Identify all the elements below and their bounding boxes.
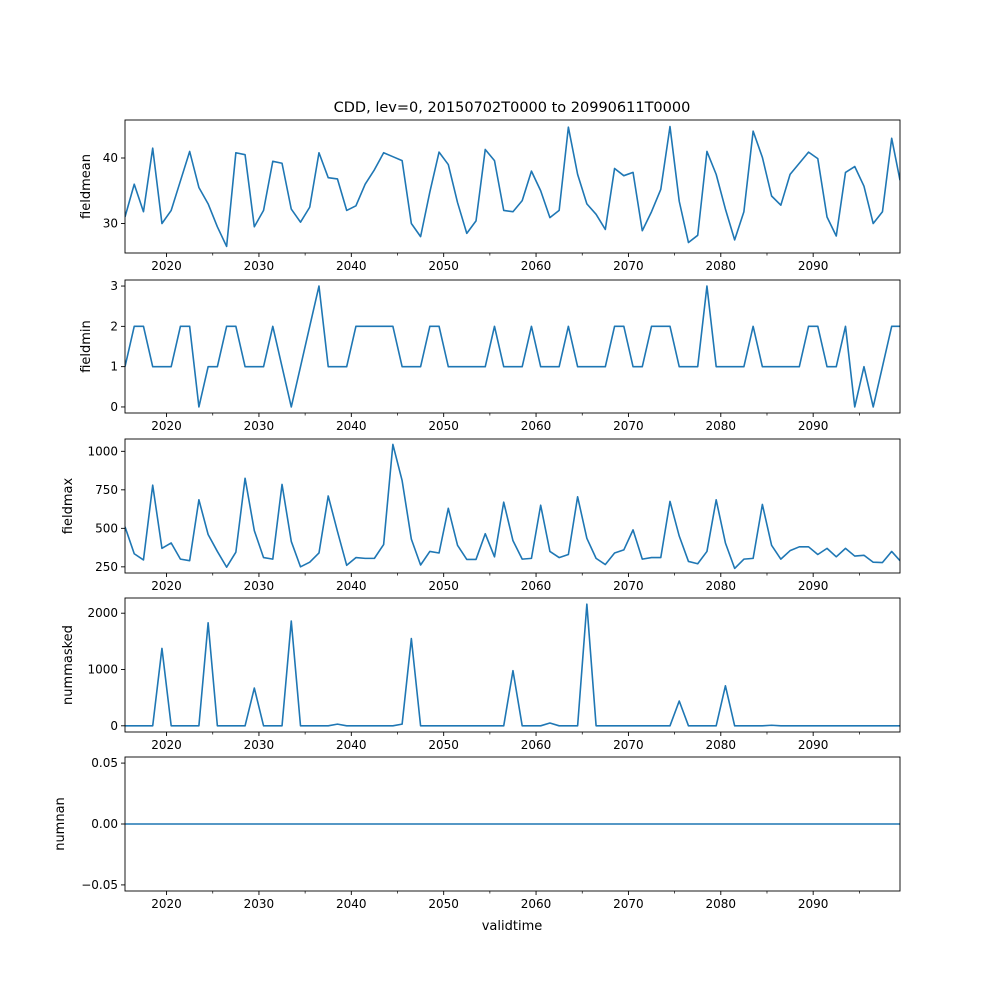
- x-tick-label: 2080: [706, 419, 737, 433]
- y-tick-label: 0: [110, 400, 118, 414]
- axes-frame: [124, 597, 901, 733]
- x-tick-label: 2070: [613, 897, 644, 911]
- axes-frame: [124, 438, 901, 574]
- y-tick-label: 40: [103, 151, 118, 165]
- x-tick-label: 2060: [521, 738, 552, 752]
- y-tick-label: 1: [110, 360, 118, 374]
- y-axis-label: nummasked: [61, 625, 76, 705]
- panel-nummasked: 0 1000 2000 2020 2030 2040 2050 2060 2070 2080 209…: [61, 597, 901, 752]
- axes-frame: [124, 119, 901, 254]
- x-tick-label: 2020: [151, 259, 182, 273]
- y-axis-label: fieldmean: [79, 154, 94, 219]
- x-tick-label: 2090: [798, 738, 829, 752]
- y-tick-label: 3: [110, 279, 118, 293]
- x-tick-label: 2020: [151, 419, 182, 433]
- x-tick-label: 2040: [336, 579, 367, 593]
- x-tick-label: 2080: [706, 738, 737, 752]
- x-tick-label: 2040: [336, 259, 367, 273]
- x-tick-label: 2030: [244, 419, 275, 433]
- y-tick-label: 0.05: [91, 756, 118, 770]
- x-tick-label: 2050: [428, 738, 459, 752]
- y-tick-label: 1000: [87, 444, 118, 458]
- x-tick-label: 2030: [244, 579, 275, 593]
- chart-title: CDD, lev=0, 20150702T0000 to 20990611T00…: [334, 100, 691, 116]
- series-line-fieldmin: [125, 285, 900, 408]
- x-tick-label: 2090: [798, 259, 829, 273]
- y-tick-label: 250: [95, 560, 118, 574]
- y-tick-label: 2: [110, 319, 118, 333]
- series-line-fieldmax: [125, 443, 900, 570]
- x-tick-label: 2070: [613, 579, 644, 593]
- x-tick-label: 2070: [613, 419, 644, 433]
- x-tick-label: 2040: [336, 738, 367, 752]
- y-axis-label: fieldmin: [79, 320, 94, 373]
- x-tick-label: 2030: [244, 738, 275, 752]
- x-tick-label: 2050: [428, 259, 459, 273]
- x-tick-label: 2050: [428, 579, 459, 593]
- panel-fieldmean: 30 40 2020 2030 2040 2050 2060 2070 2080 2090 fiel…: [79, 119, 901, 273]
- x-tick-label: 2050: [428, 419, 459, 433]
- x-tick-label: 2080: [706, 897, 737, 911]
- x-tick-label: 2050: [428, 897, 459, 911]
- x-tick-label: 2020: [151, 738, 182, 752]
- x-tick-label: 2070: [613, 738, 644, 752]
- panel-fieldmax: 250 500 750 1000 2020 2030 2040 2050 2060 2070 208…: [61, 438, 901, 593]
- y-tick-label: 0.00: [91, 817, 118, 831]
- panel-numnan: −0.05 0.00 0.05 2020 2030 2040 2050 2060 2070 208…: [53, 756, 901, 911]
- x-tick-label: 2070: [613, 259, 644, 273]
- series-line-fieldmean: [125, 125, 900, 248]
- y-tick-label: 750: [95, 483, 118, 497]
- y-axis-label: numnan: [53, 797, 68, 851]
- series-line-nummasked: [125, 603, 900, 727]
- x-tick-label: 2040: [336, 419, 367, 433]
- y-tick-label: −0.05: [81, 878, 118, 892]
- x-axis-label: validtime: [482, 919, 543, 934]
- x-tick-label: 2080: [706, 259, 737, 273]
- y-tick-label: 2000: [87, 606, 118, 620]
- y-tick-label: 30: [103, 217, 118, 231]
- panel-fieldmin: 0 1 2 3 2020 2030 2040 2050 2060 2070 2080 2090 fiel…: [79, 279, 901, 433]
- x-tick-label: 2040: [336, 897, 367, 911]
- x-tick-label: 2090: [798, 419, 829, 433]
- x-tick-label: 2030: [244, 897, 275, 911]
- x-tick-label: 2060: [521, 259, 552, 273]
- y-tick-label: 500: [95, 521, 118, 535]
- x-tick-label: 2060: [521, 579, 552, 593]
- axes-frame: [124, 279, 901, 414]
- x-tick-label: 2060: [521, 419, 552, 433]
- x-tick-label: 2020: [151, 897, 182, 911]
- x-tick-label: 2020: [151, 579, 182, 593]
- x-tick-label: 2090: [798, 897, 829, 911]
- x-tick-label: 2060: [521, 897, 552, 911]
- y-tick-label: 0: [110, 719, 118, 733]
- x-tick-label: 2080: [706, 579, 737, 593]
- y-axis-label: fieldmax: [61, 478, 76, 535]
- x-tick-label: 2030: [244, 259, 275, 273]
- y-tick-label: 1000: [87, 663, 118, 677]
- x-tick-label: 2090: [798, 579, 829, 593]
